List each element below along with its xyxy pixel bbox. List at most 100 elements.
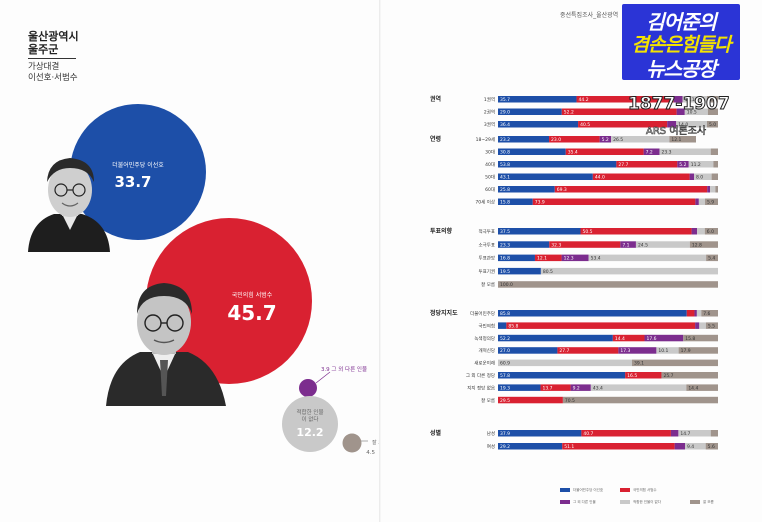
bar-segment: [498, 359, 632, 367]
bar-value-label: 5.2: [602, 137, 609, 143]
bar-segment: [701, 310, 718, 317]
bar-segment: [498, 347, 558, 354]
bar-value-label: 37.9: [500, 431, 510, 437]
bar-segment: [683, 334, 718, 342]
bubble-ppp-label: 국민의힘 서범수: [232, 291, 273, 299]
group-title: 투표의향: [430, 227, 453, 235]
bar-segment: [670, 430, 679, 437]
bar-value-label: 43.1: [500, 175, 510, 181]
bar-segment: [549, 241, 621, 248]
bar-segment: [710, 186, 716, 193]
legend-item: 더불어민주당 이선호: [560, 488, 603, 493]
bar-value-label: 23.2: [500, 137, 510, 143]
bar-value-label: 7.1: [622, 242, 629, 248]
bubble-none-label-2: 이 없다: [302, 415, 319, 423]
bar-segment: [635, 241, 690, 248]
bar-segment: [631, 359, 718, 367]
bar-segment: [707, 121, 718, 128]
bar-value-label: 23.3: [661, 150, 671, 156]
bar-value-label: 23.0: [551, 137, 561, 143]
bar-value-label: 35.4: [568, 150, 578, 156]
legend-item: 잘 모름: [690, 500, 714, 505]
bar-value-label: 40.7: [583, 431, 593, 437]
matchup-line2: 이선호·서범수: [28, 73, 78, 83]
bubble-dk: [342, 433, 362, 453]
group-title: 연령: [430, 135, 441, 143]
row-label: 여성: [487, 443, 495, 450]
bar-value-label: 16.5: [627, 373, 637, 379]
bubble-dem-label: 더불어민주당 이선호: [112, 161, 164, 169]
bar-value-label: 10.5: [687, 110, 697, 116]
row-label: 30대: [485, 149, 495, 156]
logo-line1: 김어준의: [646, 10, 717, 34]
bar-segment: [498, 443, 563, 450]
bar-value-label: 29.2: [500, 444, 510, 450]
bar-segment: [599, 136, 612, 143]
bar-segment: [588, 254, 707, 262]
bar-segment: [498, 384, 541, 391]
row-label: 그 외 다른 정당: [466, 372, 495, 379]
bar-value-label: 9.2: [573, 385, 580, 391]
bar-segment: [676, 108, 685, 115]
bar-segment: [689, 241, 718, 248]
bar-segment: [707, 108, 718, 115]
row-label: 투표기권: [478, 268, 495, 275]
bar-segment: [707, 96, 718, 103]
bar-value-label: 44.0: [595, 175, 605, 181]
bar-segment: [498, 108, 562, 115]
bar-segment: [705, 322, 718, 329]
bar-value-label: 17.9: [681, 348, 691, 354]
bar-segment: [498, 372, 626, 379]
bar-segment: [498, 267, 541, 275]
bar-value-label: 73.9: [535, 200, 545, 206]
bubble-chart: 더불어민주당 이선호 33.7 국민의힘 서범수 45.7 3.9 그 외 다른…: [28, 104, 379, 456]
legend-item: 그 외 다른 인물: [560, 500, 596, 505]
bar-segment: [498, 198, 533, 205]
bar-segment: [554, 186, 708, 193]
bar-segment: [590, 384, 687, 391]
bar-value-label: 25.7: [663, 373, 673, 379]
bar-segment: [676, 121, 707, 128]
bar-value-label: 5.4: [708, 256, 715, 262]
row-label: 60대: [485, 186, 495, 193]
bar-segment: [704, 228, 718, 235]
bar-segment: [620, 241, 636, 248]
bar-segment: [694, 310, 697, 317]
bar-value-label: 80.5: [543, 269, 553, 275]
bar-value-label: 100.0: [500, 282, 513, 288]
bar-value-label: 14.0: [678, 122, 688, 128]
group-title: 성별: [430, 429, 442, 437]
bar-value-label: 12.3: [564, 256, 574, 262]
ars-label: ARS 여론조사: [646, 126, 707, 138]
bar-segment: [673, 96, 683, 103]
bar-value-label: 8.0: [696, 175, 703, 181]
bar-segment: [710, 430, 718, 437]
bar-segment: [713, 161, 718, 168]
bar-value-label: 37.5: [500, 229, 510, 235]
row-label: 적극투표: [478, 228, 495, 235]
matchup-line1: 가상대결: [28, 62, 60, 72]
legend-label: 잘 모름: [703, 500, 714, 504]
bar-value-label: 50.5: [583, 229, 593, 235]
bar-value-label: 12.1: [537, 256, 547, 262]
logo-line3: 뉴스공장: [646, 57, 717, 81]
bar-segment: [643, 148, 660, 155]
bar-segment: [562, 443, 675, 450]
bar-segment: [705, 443, 718, 450]
bar-value-label: 12.8: [692, 242, 702, 248]
bar-segment: [659, 148, 711, 155]
bar-value-label: 9.4: [687, 444, 694, 450]
row-label: 잘 모름: [481, 281, 495, 288]
bar-value-label: 70.5: [565, 398, 575, 404]
bar-segment: [498, 322, 507, 329]
bar-segment: [498, 173, 593, 180]
bar-value-label: 69.3: [557, 187, 567, 193]
row-label: 18~29세: [476, 136, 495, 143]
legend-swatch: [560, 488, 570, 492]
bar-value-label: 57.8: [500, 373, 510, 379]
bubble-dem-value: 33.7: [114, 173, 151, 191]
bubble-dem: [70, 104, 206, 240]
bar-value-label: 15.8: [685, 336, 695, 342]
bar-segment: [685, 443, 706, 450]
